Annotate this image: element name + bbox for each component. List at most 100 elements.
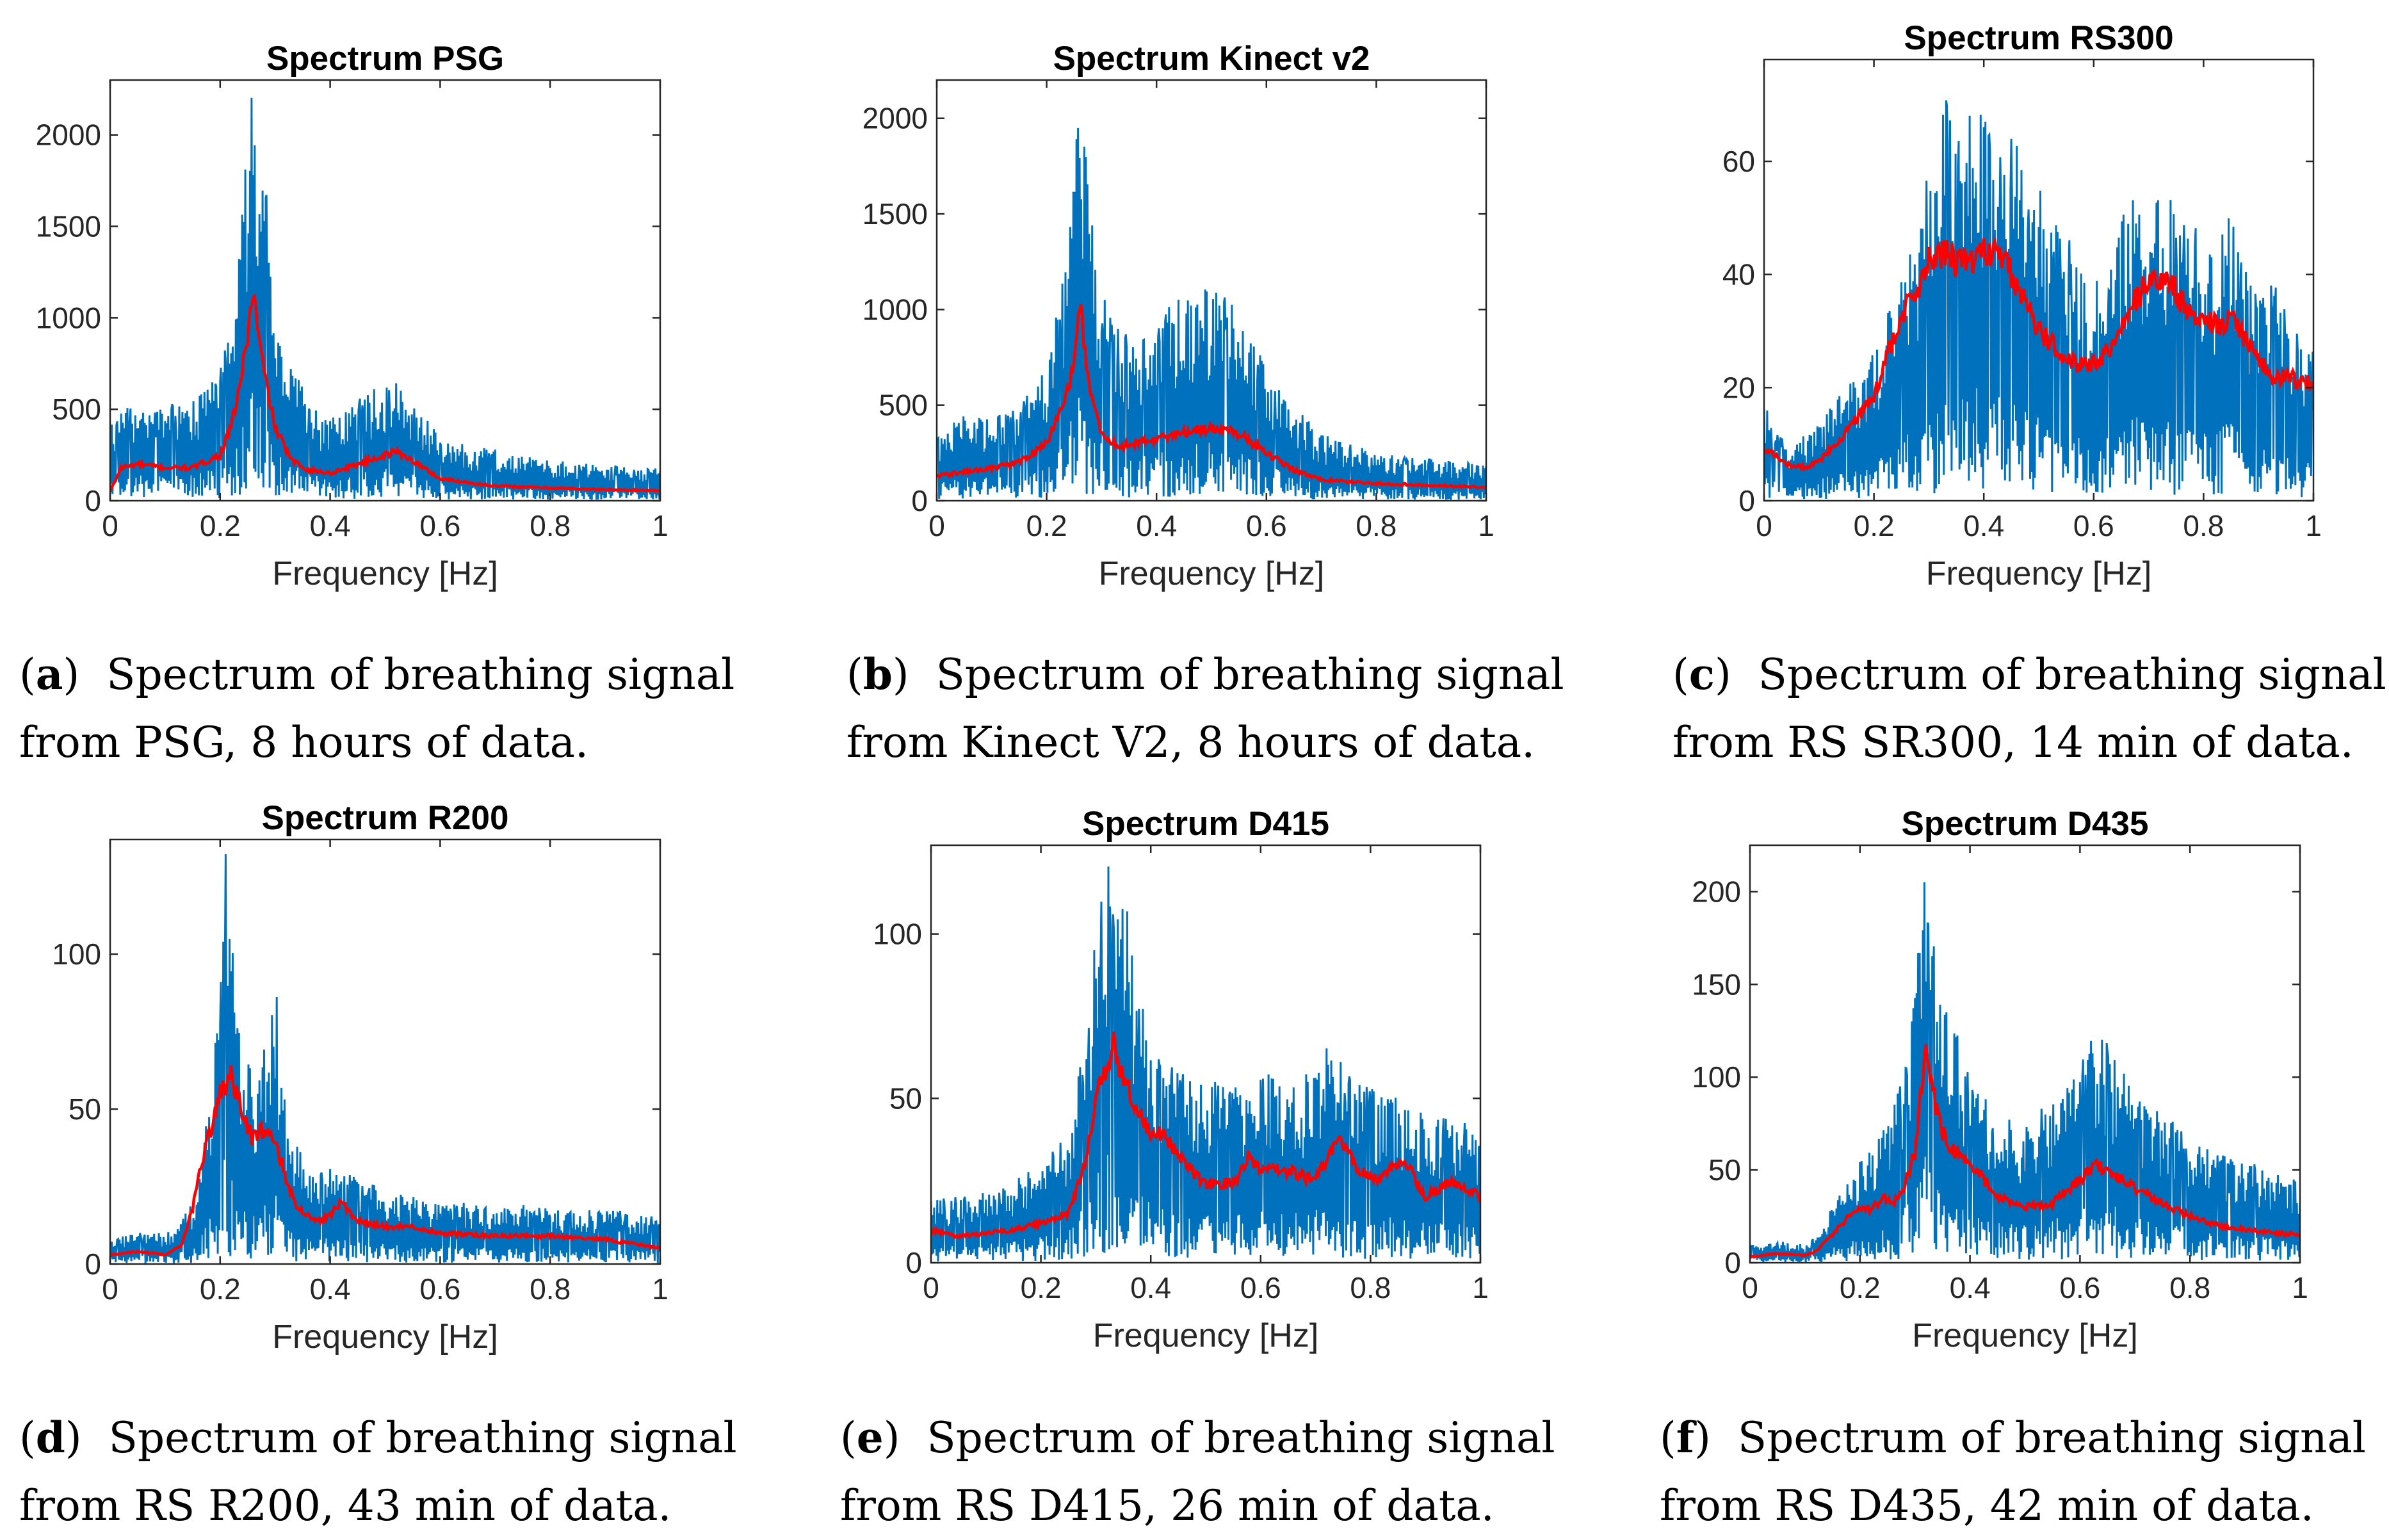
x-tick-label: 0 xyxy=(102,509,118,542)
y-tick-label: 2000 xyxy=(862,102,928,135)
caption-line2: from PSG, 8 hours of data. xyxy=(19,718,588,767)
caption-label: c xyxy=(1688,649,1715,699)
x-tick-label: 0.6 xyxy=(2073,509,2114,542)
caption-a: (a) Spectrum of breathing signal from PS… xyxy=(19,649,735,767)
caption-line2: from RS SR300, 14 min of data. xyxy=(1672,718,2354,767)
x-tick-label: 0.4 xyxy=(310,509,351,542)
y-tick-label: 1000 xyxy=(862,293,928,326)
y-tick-label: 0 xyxy=(85,484,101,517)
x-tick-label: 0.8 xyxy=(1350,1271,1391,1304)
caption-f: (f) Spectrum of breathing signal from RS… xyxy=(1660,1413,2366,1530)
y-tick-label: 0 xyxy=(1738,484,1755,517)
y-tick-label: 20 xyxy=(1722,371,1755,404)
smoothed-spectrum-line xyxy=(110,293,660,493)
x-tick-label: 0.2 xyxy=(1021,1271,1062,1304)
caption-line1: Spectrum of breathing signal xyxy=(935,650,1564,699)
caption-line2: from RS D435, 42 min of data. xyxy=(1660,1481,2314,1530)
axes-box xyxy=(109,838,661,1265)
x-axis-label: Frequency [Hz] xyxy=(1926,555,2152,592)
axes-box xyxy=(935,79,1487,502)
axes-box xyxy=(1749,844,2301,1264)
x-tick-label: 0.6 xyxy=(1240,1271,1281,1304)
y-tick-label: 1500 xyxy=(862,197,928,231)
chart-title: Spectrum PSG xyxy=(266,40,504,77)
caption-line1: Spectrum of breathing signal xyxy=(1737,1413,2366,1463)
x-tick-label: 1 xyxy=(2292,1271,2308,1304)
smoothed-spectrum-line xyxy=(1764,236,2313,473)
x-tick-label: 1 xyxy=(1472,1271,1489,1304)
axes-box xyxy=(1763,58,2315,502)
axes-box xyxy=(109,79,661,502)
x-tick-label: 0.4 xyxy=(310,1272,351,1306)
caption-line1: Spectrum of breathing signal xyxy=(108,1413,737,1463)
smoothed-spectrum-line xyxy=(937,304,1486,490)
x-tick-label: 0.8 xyxy=(2183,509,2224,542)
caption-c: (c) Spectrum of breathing signal from RS… xyxy=(1672,649,2386,767)
caption-label: a xyxy=(35,649,63,699)
caption-line2: from Kinect V2, 8 hours of data. xyxy=(846,718,1535,767)
x-tick-label: 0 xyxy=(1742,1271,1758,1304)
x-axis-label: Frequency [Hz] xyxy=(1099,555,1325,592)
y-tick-label: 0 xyxy=(1724,1246,1741,1279)
x-tick-label: 0.2 xyxy=(200,509,241,542)
caption-line1: Spectrum of breathing signal xyxy=(106,650,735,699)
caption-line1: Spectrum of breathing signal xyxy=(927,1413,1555,1463)
x-tick-label: 0.8 xyxy=(1356,509,1397,542)
caption-e: (e) Spectrum of breathing signal from RS… xyxy=(840,1413,1555,1530)
x-tick-label: 0.2 xyxy=(1854,509,1895,542)
raw-spectrum-line xyxy=(937,127,1486,500)
y-tick-label: 50 xyxy=(889,1082,922,1115)
raw-spectrum-line xyxy=(110,854,660,1263)
x-tick-label: 0.6 xyxy=(1246,509,1287,542)
y-tick-label: 0 xyxy=(85,1247,101,1281)
x-tick-label: 0.8 xyxy=(530,1272,571,1306)
x-tick-label: 0 xyxy=(928,509,945,542)
caption-label: f xyxy=(1676,1413,1695,1463)
x-axis-label: Frequency [Hz] xyxy=(272,555,498,592)
x-tick-label: 0.6 xyxy=(2059,1271,2100,1304)
caption-line2: from RS R200, 43 min of data. xyxy=(19,1481,672,1530)
smoothed-spectrum-line xyxy=(1750,1044,2300,1259)
x-tick-label: 0.8 xyxy=(530,509,571,542)
x-tick-label: 0.2 xyxy=(1840,1271,1881,1304)
caption-line2: from RS D415, 26 min of data. xyxy=(840,1481,1494,1530)
caption-label: e xyxy=(856,1413,884,1463)
y-tick-label: 50 xyxy=(1708,1153,1741,1187)
x-tick-label: 0.2 xyxy=(200,1272,241,1306)
y-tick-label: 150 xyxy=(1692,968,1741,1001)
y-tick-label: 200 xyxy=(1692,875,1741,908)
raw-spectrum-line xyxy=(1764,100,2313,499)
x-tick-label: 0.4 xyxy=(1963,509,2004,542)
x-tick-label: 1 xyxy=(2305,509,2322,542)
x-tick-label: 1 xyxy=(652,509,668,542)
y-tick-label: 60 xyxy=(1722,145,1755,178)
axes-box xyxy=(930,844,1482,1264)
y-tick-label: 100 xyxy=(1692,1060,1741,1094)
chart-title: Spectrum D415 xyxy=(1082,805,1329,843)
caption-b: (b) Spectrum of breathing signal from Ki… xyxy=(846,649,1564,767)
x-tick-label: 0.8 xyxy=(2169,1271,2210,1304)
x-tick-label: 1 xyxy=(652,1272,668,1306)
raw-spectrum-line xyxy=(931,866,1480,1261)
caption-label: d xyxy=(35,1413,65,1463)
x-axis-label: Frequency [Hz] xyxy=(1093,1317,1319,1354)
chart-title: Spectrum Kinect v2 xyxy=(1053,40,1370,77)
y-tick-label: 500 xyxy=(52,393,101,426)
y-tick-label: 0 xyxy=(905,1246,922,1279)
x-tick-label: 0.2 xyxy=(1026,509,1067,542)
y-tick-label: 1500 xyxy=(36,210,101,243)
x-tick-label: 0 xyxy=(923,1271,939,1304)
x-tick-label: 0.4 xyxy=(1950,1271,1991,1304)
caption-label: b xyxy=(862,649,893,699)
x-tick-label: 1 xyxy=(1478,509,1494,542)
chart-title: Spectrum RS300 xyxy=(1904,19,2173,57)
x-tick-label: 0 xyxy=(102,1272,118,1306)
y-tick-label: 2000 xyxy=(36,118,101,152)
x-axis-label: Frequency [Hz] xyxy=(1912,1317,2138,1354)
chart-title: Spectrum R200 xyxy=(262,799,509,837)
